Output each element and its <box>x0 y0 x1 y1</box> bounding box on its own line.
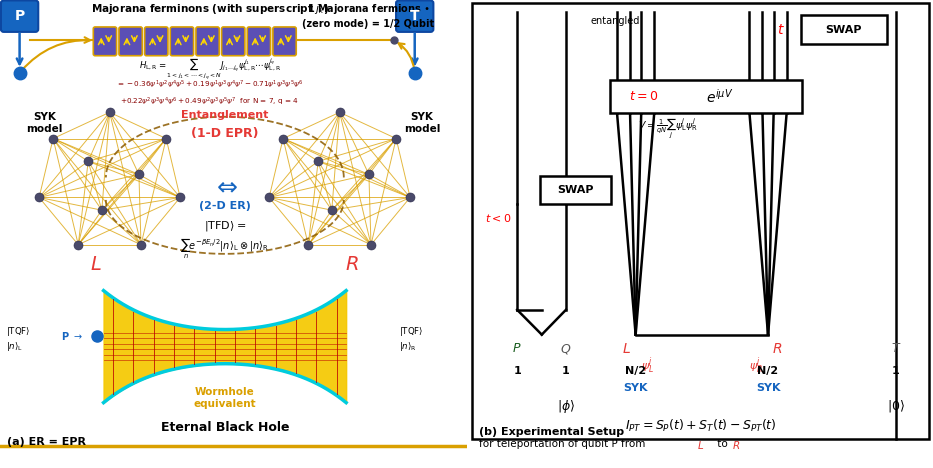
Text: $+0.22\psi^2\psi^3\psi^4\psi^6 + 0.49\psi^2\psi^3\psi^5\psi^7$  for N = 7, q = 4: $+0.22\psi^2\psi^3\psi^4\psi^6 + 0.49\ps… <box>120 95 299 108</box>
Text: (b) Experimental Setup: (b) Experimental Setup <box>479 427 624 437</box>
Bar <box>540 176 611 204</box>
Text: $Q$: $Q$ <box>561 342 572 356</box>
Text: $R$: $R$ <box>345 255 359 274</box>
Text: $e^{i\mu V}$: $e^{i\mu V}$ <box>705 88 733 105</box>
Text: $|\phi\rangle$: $|\phi\rangle$ <box>557 398 575 415</box>
Text: $\psi^j_L$: $\psi^j_L$ <box>641 355 654 375</box>
Text: $L$: $L$ <box>622 342 631 356</box>
Text: (zero mode) = 1/2 Qubit: (zero mode) = 1/2 Qubit <box>302 19 435 29</box>
Text: P $\rightarrow$: P $\rightarrow$ <box>61 330 83 342</box>
Text: 1: 1 <box>562 366 570 376</box>
Text: $\Leftrightarrow$: $\Leftrightarrow$ <box>212 175 238 198</box>
Text: $|\mathrm{TQF}\rangle$
$|n\rangle_{\mathrm{R}}$: $|\mathrm{TQF}\rangle$ $|n\rangle_{\math… <box>399 325 424 353</box>
Text: (2-D ER): (2-D ER) <box>199 201 251 211</box>
Text: $R$: $R$ <box>732 439 741 451</box>
Text: $|0\rangle$: $|0\rangle$ <box>887 398 905 414</box>
Text: $t$: $t$ <box>776 23 785 37</box>
Text: N/2: N/2 <box>758 366 779 376</box>
Text: SYK: SYK <box>756 383 780 393</box>
Text: SWAP: SWAP <box>557 185 594 195</box>
Text: Eternal Black Hole: Eternal Black Hole <box>160 421 289 433</box>
Text: $T$: $T$ <box>891 342 901 355</box>
Text: $I_{PT} = S_P(t) + S_T(t) - S_{PT}(t)$: $I_{PT} = S_P(t) + S_T(t) - S_{PT}(t)$ <box>625 417 776 433</box>
Text: to: to <box>714 439 731 449</box>
Text: 1 Majorana fermions $\bullet$: 1 Majorana fermions $\bullet$ <box>307 2 430 16</box>
FancyBboxPatch shape <box>273 27 297 56</box>
Text: Wormhole
equivalent: Wormhole equivalent <box>193 387 257 409</box>
Text: Entanglement: Entanglement <box>181 110 269 120</box>
Text: entangled: entangled <box>590 16 639 26</box>
FancyBboxPatch shape <box>93 27 117 56</box>
Text: SYK: SYK <box>623 383 648 393</box>
Text: $|\mathrm{TFD}\rangle =$: $|\mathrm{TFD}\rangle =$ <box>203 219 246 233</box>
Text: $|\mathrm{TQF}\rangle$
$|n\rangle_{\mathrm{L}}$: $|\mathrm{TQF}\rangle$ $|n\rangle_{\math… <box>6 325 30 353</box>
Text: (1-D EPR): (1-D EPR) <box>191 127 258 139</box>
Text: for teleportation of qubit P from: for teleportation of qubit P from <box>479 439 648 449</box>
Text: $= -0.36\psi^1\psi^2\psi^4\psi^5 + 0.19\psi^1\psi^3\psi^4\psi^7 - 0.71\psi^1\psi: $= -0.36\psi^1\psi^2\psi^4\psi^5 + 0.19\… <box>117 79 303 91</box>
Text: $t = 0$: $t = 0$ <box>629 90 658 103</box>
Text: SWAP: SWAP <box>826 25 862 35</box>
Bar <box>801 15 886 44</box>
FancyBboxPatch shape <box>247 27 271 56</box>
FancyBboxPatch shape <box>1 0 38 32</box>
Text: $\sum_n e^{-\beta E_n/2}|n\rangle_{\mathrm{L}} \otimes |n\rangle_{\mathrm{R}}$: $\sum_n e^{-\beta E_n/2}|n\rangle_{\math… <box>180 237 270 261</box>
FancyBboxPatch shape <box>145 27 168 56</box>
Text: $L$: $L$ <box>90 255 102 274</box>
FancyBboxPatch shape <box>196 27 219 56</box>
Text: P: P <box>15 9 24 23</box>
Text: 1: 1 <box>892 366 899 376</box>
Text: (a) ER = EPR: (a) ER = EPR <box>7 437 86 446</box>
Text: $t < 0$: $t < 0$ <box>485 212 511 224</box>
FancyBboxPatch shape <box>397 0 434 32</box>
Text: $L$: $L$ <box>697 439 704 451</box>
FancyBboxPatch shape <box>170 27 194 56</box>
Text: $R$: $R$ <box>773 342 783 356</box>
Text: Majorana ferminons (with superscript $j_k$): Majorana ferminons (with superscript $j_… <box>91 2 329 16</box>
Text: 1: 1 <box>513 366 521 376</box>
Text: SYK
model: SYK model <box>26 112 63 134</box>
FancyBboxPatch shape <box>119 27 142 56</box>
Text: N/2: N/2 <box>625 366 647 376</box>
Text: T: T <box>410 9 420 23</box>
Text: $P$: $P$ <box>512 342 522 355</box>
Text: $V = \frac{1}{qN}\sum_j \psi^j_{\mathrm{L}} \psi^j_{\mathrm{R}}$: $V = \frac{1}{qN}\sum_j \psi^j_{\mathrm{… <box>638 117 698 141</box>
Bar <box>610 80 801 113</box>
Text: SYK
model: SYK model <box>404 112 440 134</box>
Text: $\psi^j_R$: $\psi^j_R$ <box>748 355 762 375</box>
FancyBboxPatch shape <box>222 27 244 56</box>
Text: $H_{\mathrm{L,R}} = \sum_{1<j_1<\cdots<j_q<N} J_{j_1\ldots j_q} \psi^{j_1}_{\mat: $H_{\mathrm{L,R}} = \sum_{1<j_1<\cdots<j… <box>139 56 281 82</box>
